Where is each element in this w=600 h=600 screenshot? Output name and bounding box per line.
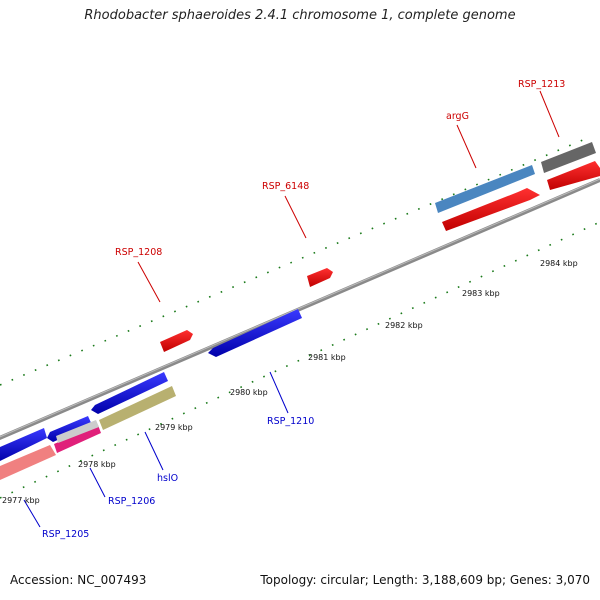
gene-labels: RSP_1208 RSP_6148 argG RSP_1213 RSP_1205… xyxy=(42,79,565,540)
gene-label-rsp-1206[interactable]: RSP_1206 xyxy=(108,496,155,507)
forward-genes xyxy=(160,142,600,352)
tick-label: 2981 kbp xyxy=(308,353,346,362)
gene-label-rsp-1208[interactable]: RSP_1208 xyxy=(115,247,162,258)
tick-label: 2978 kbp xyxy=(78,460,116,469)
gene-magenta-block xyxy=(54,425,101,453)
reverse-genes xyxy=(0,309,302,480)
accession-text: Accession: NC_007493 xyxy=(10,573,147,587)
tick-labels: 2977 kbp 2978 kbp 2979 kbp 2980 kbp 2981… xyxy=(2,259,578,505)
gene-argg-highlight[interactable] xyxy=(435,165,535,213)
gene-label-rsp-1213[interactable]: RSP_1213 xyxy=(518,79,565,90)
gene-label-rsp-1205[interactable]: RSP_1205 xyxy=(42,529,89,540)
gene-label-rsp-1210[interactable]: RSP_1210 xyxy=(267,416,314,427)
gene-rsp-6148-arrow[interactable] xyxy=(307,268,333,287)
gene-hslo-arrow[interactable] xyxy=(91,372,168,414)
gene-rsp-1213-arrow[interactable] xyxy=(547,161,600,190)
topology-text: Topology: circular; Length: 3,188,609 bp… xyxy=(260,573,590,587)
gene-lightgray-block xyxy=(56,420,99,443)
tick-label: 2977 kbp xyxy=(2,496,40,505)
gene-rsp-1205-arrow[interactable] xyxy=(0,428,47,461)
genome-backbone xyxy=(0,178,600,441)
gene-argg-arrow[interactable] xyxy=(442,188,540,231)
tick-label: 2980 kbp xyxy=(230,388,268,397)
gene-rsp-1213-gray[interactable] xyxy=(541,142,596,173)
gene-label-hslo[interactable]: hslO xyxy=(157,473,178,484)
gene-label-argg[interactable]: argG xyxy=(446,111,469,122)
gene-rsp-1210-arrow[interactable] xyxy=(208,309,302,357)
gene-label-rsp-6148[interactable]: RSP_6148 xyxy=(262,181,309,192)
tick-label: 2979 kbp xyxy=(155,423,193,432)
label-connectors xyxy=(23,90,560,528)
gene-olive-block xyxy=(99,386,176,430)
gene-pink-block xyxy=(0,445,56,480)
tick-label: 2982 kbp xyxy=(385,321,423,330)
tick-label: 2984 kbp xyxy=(540,259,578,268)
tick-label: 2983 kbp xyxy=(462,289,500,298)
gene-rsp-1208-arrow[interactable] xyxy=(160,330,193,352)
map-title: Rhodobacter sphaeroides 2.4.1 chromosome… xyxy=(84,8,516,23)
